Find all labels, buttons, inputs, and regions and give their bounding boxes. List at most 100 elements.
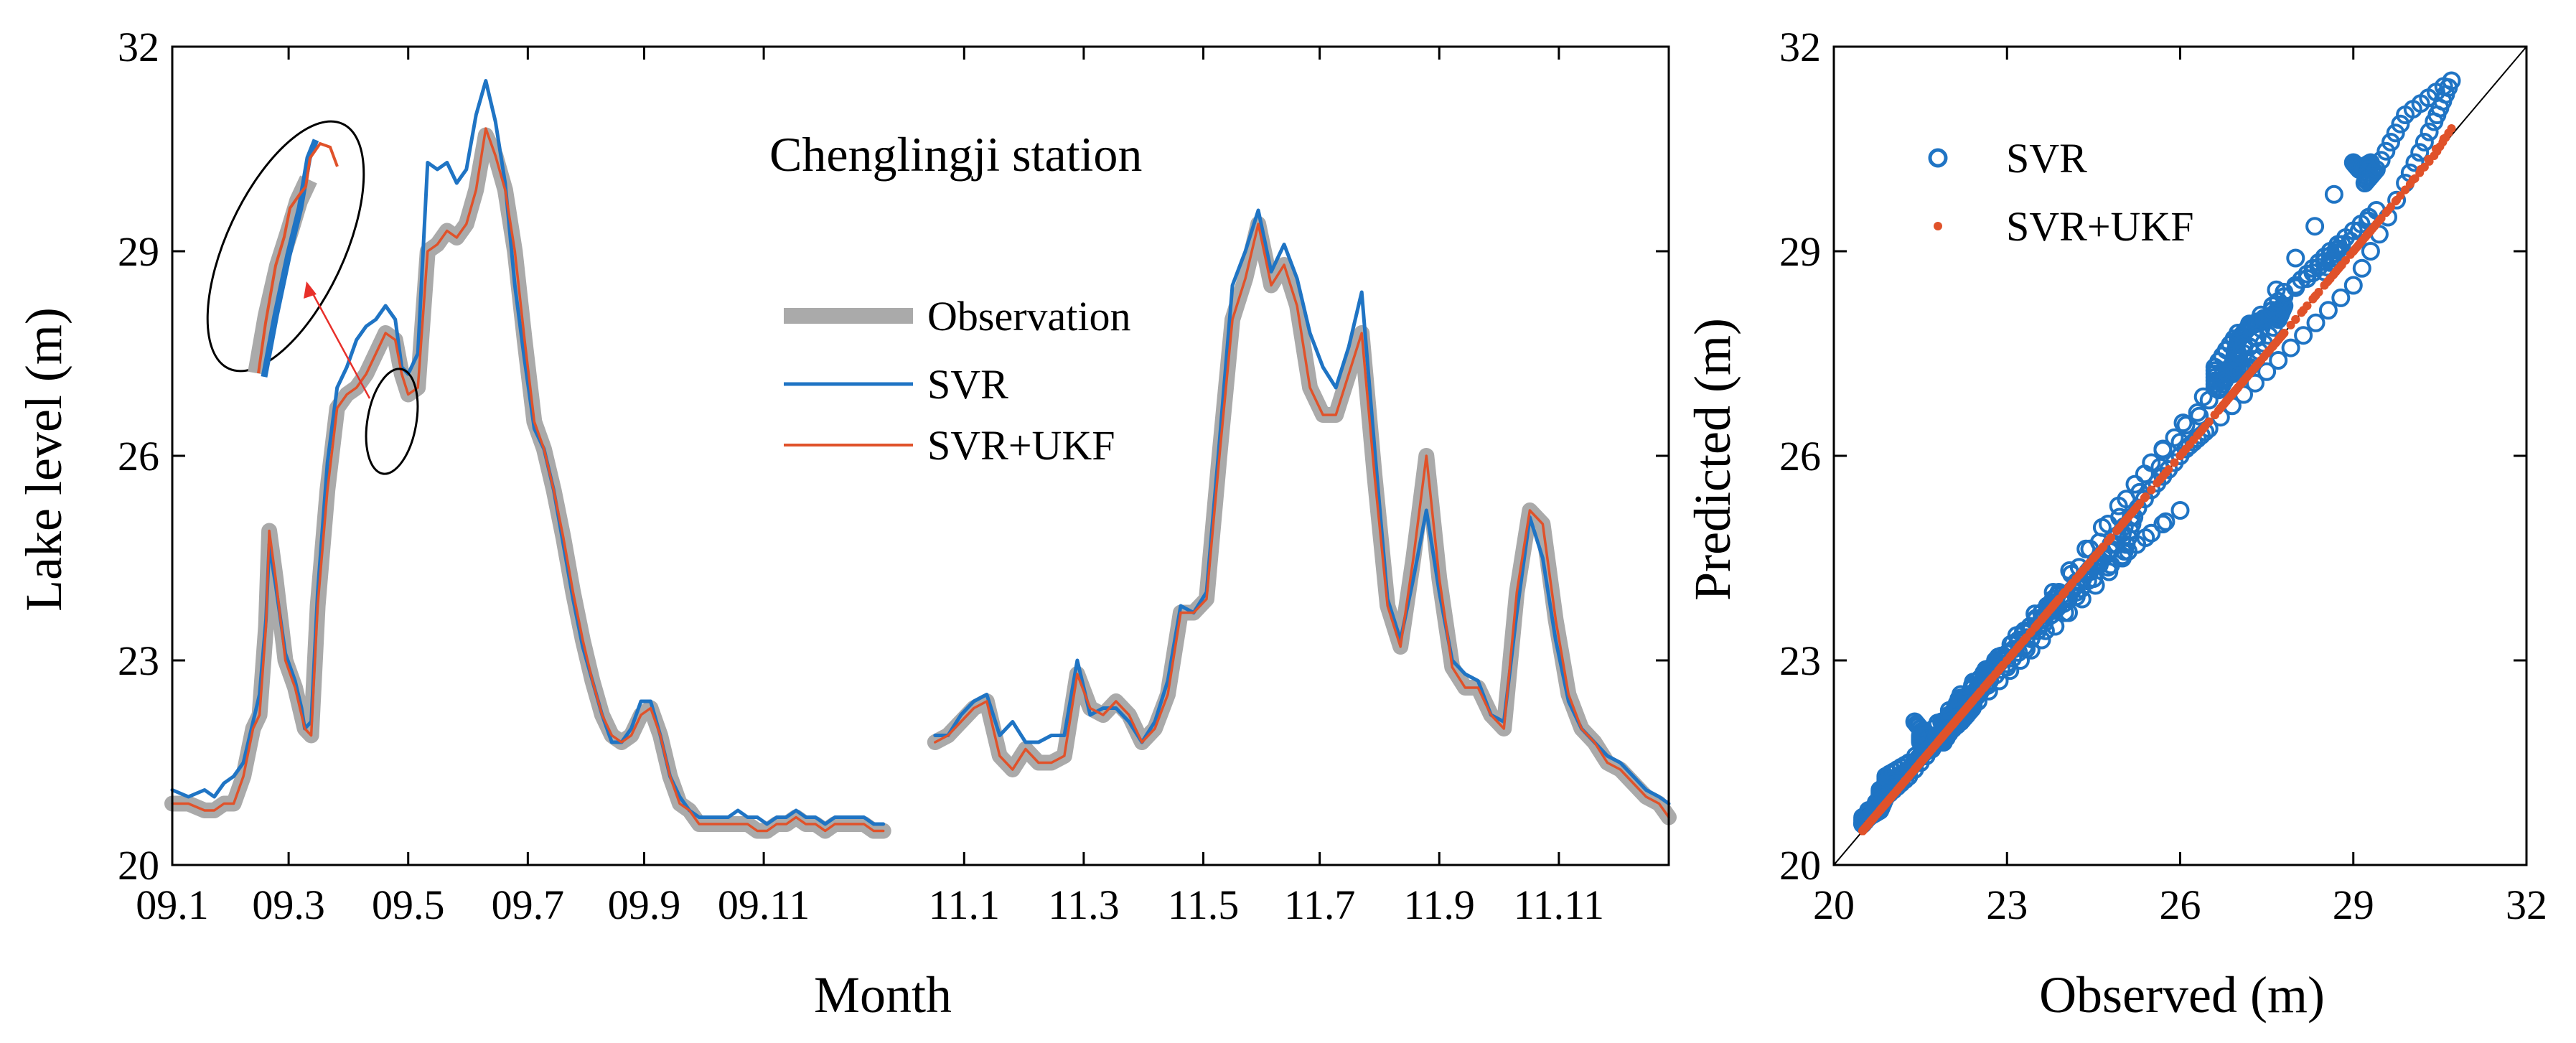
scatter-point-svr — [2254, 309, 2274, 328]
scatter-point-svr-ukf — [2259, 352, 2269, 362]
x-tick-label: 09.7 — [492, 881, 565, 928]
time-series-x-ticks: 09.1 09.3 09.5 09.7 09.9 09.11 11.1 11.3 11.5 11.… — [136, 47, 1604, 928]
scatter-point-svr-ukf — [2016, 640, 2025, 649]
scatter-point-svr-ukf — [2077, 567, 2086, 576]
scatter-point-svr — [2136, 528, 2155, 547]
scatter-point-svr-ukf — [1969, 696, 1978, 705]
scatter-point-svr-ukf — [2198, 424, 2208, 433]
scatter-point-svr-ukf — [2227, 390, 2237, 399]
time-series-y-ticks: 20 23 26 29 32 — [118, 24, 1669, 889]
scatter-point-svr-ukf — [1858, 826, 1868, 836]
scatter-point-svr — [2173, 413, 2193, 433]
scatter-point-svr — [2193, 387, 2213, 406]
zoom-svr-line — [261, 139, 319, 378]
scatter-point-svr — [2309, 258, 2328, 277]
scatter-point-svr — [2046, 617, 2065, 636]
y-tick-label: 23 — [118, 637, 159, 684]
scatter-y-tick-label: 29 — [1779, 228, 1821, 275]
x-tick-label: 09.11 — [718, 881, 810, 928]
scatter-point-svr-ukf — [2346, 250, 2355, 259]
scatter-point-svr-ukf — [2210, 411, 2219, 419]
scatter-point-svr — [2420, 122, 2439, 141]
time-series-legend: Observation SVR SVR+UKF — [784, 293, 1131, 469]
scatter-point-svr — [2190, 406, 2209, 426]
y-tick-label: 20 — [118, 842, 159, 889]
scatter-point-svr — [2059, 603, 2078, 622]
scatter-point-svr-ukf — [1949, 719, 1959, 728]
y-tick-label: 26 — [118, 433, 159, 480]
scatter-x-ticks: 20 23 26 29 32 — [1813, 47, 2547, 928]
scatter-x-tick-label: 20 — [1813, 881, 1855, 928]
scatter-point-svr-ukf — [2280, 329, 2289, 337]
scatter-point-svr-ukf — [2091, 551, 2100, 561]
scatter-point-svr-ukf — [2331, 267, 2341, 276]
scatter-point-svr-ukf — [2320, 281, 2329, 290]
series-line-svr-segment-2 — [933, 208, 1671, 805]
scatter-point-svr-ukf — [2297, 308, 2306, 317]
scatter-point-svr — [2286, 278, 2305, 297]
scatter-point-svr — [2086, 576, 2105, 595]
legend-label-observation: Observation — [927, 293, 1131, 340]
scatter-point-svr — [2331, 288, 2351, 307]
scatter-point-svr-ukf — [2384, 206, 2392, 215]
scatter-point-svr — [2366, 160, 2386, 179]
scatter-point-svr-ukf — [2141, 492, 2150, 501]
scatter-legend: SVR SVR+UKF — [1928, 135, 2194, 250]
scatter-point-svr-ukf — [2158, 472, 2168, 481]
scatter-point-svr — [2318, 301, 2338, 320]
series-line-svr-ukf-segment-1 — [171, 127, 885, 833]
scatter-point-svr-ukf — [2026, 627, 2036, 637]
time-series-y-axis-label: Lake level (m) — [15, 307, 72, 612]
scatter-point-svr — [2332, 235, 2351, 254]
scatter-point-svr — [2376, 141, 2396, 161]
scatter-point-svr-ukf — [2233, 383, 2242, 392]
scatter-y-ticks: 20 23 26 29 32 — [1779, 24, 2526, 889]
scatter-point-svr — [2153, 515, 2173, 533]
scatter-legend-label-svr: SVR — [2006, 135, 2087, 182]
x-tick-label: 09.1 — [136, 881, 209, 928]
scatter-point-svr-ukf — [1974, 690, 1982, 699]
x-tick-label: 09.5 — [372, 881, 445, 928]
scatter-x-tick-label: 29 — [2333, 881, 2374, 928]
scatter-y-axis-label: Predicted (m) — [1684, 318, 1741, 601]
x-tick-label: 11.11 — [1514, 881, 1604, 928]
series-line-svr-segment-1 — [170, 79, 886, 826]
scatter-point-svr — [2315, 252, 2334, 271]
scatter-point-svr — [2415, 133, 2434, 151]
scatter-point-svr-ukf — [2415, 168, 2425, 177]
legend-label-svr: SVR — [927, 361, 1008, 408]
scatter-point-svr — [2363, 164, 2382, 184]
scatter-y-tick-label: 26 — [1779, 433, 1821, 480]
scatter-x-axis-label: Observed (m) — [2039, 966, 2325, 1024]
scatter-point-svr-ukf — [2405, 179, 2415, 189]
scatter-point-svr-ukf — [2104, 535, 2114, 545]
scatter-point-svr — [2361, 242, 2380, 261]
scatter-y-tick-label: 32 — [1779, 24, 1821, 70]
y-tick-label: 29 — [118, 228, 159, 275]
station-annotation: Chenglingji station — [769, 127, 1142, 182]
scatter-point-svr-ukf — [2064, 583, 2073, 592]
scatter-point-svr-ukf — [1959, 707, 1968, 716]
scatter-point-svr-ukf — [2326, 274, 2335, 283]
scatter-point-svr-ukf — [2430, 151, 2439, 160]
scatter-legend-label-svr-ukf: SVR+UKF — [2006, 203, 2194, 250]
series-line-svr-ukf-segment-2 — [934, 223, 1670, 819]
scatter-point-svr-ukf — [1954, 713, 1964, 722]
legend-marker-svr-ukf — [1934, 222, 1942, 230]
scatter-point-svr — [2036, 621, 2055, 640]
scatter-point-svr-ukf — [2410, 174, 2420, 183]
scatter-point-svr-ukf — [2083, 561, 2092, 569]
scatter-point-svr-ukf — [2268, 342, 2277, 351]
scatter-point-svr — [2386, 123, 2405, 143]
zoom-arrow-head — [304, 281, 317, 299]
scatter-point-svr-ukf — [2245, 370, 2254, 378]
scatter-point-svr — [2371, 151, 2391, 170]
scatter-point-svr — [2117, 490, 2136, 509]
scatter-point-svr-ukf — [2170, 458, 2179, 467]
scatter-point-svr — [2352, 258, 2371, 278]
scatter-point-svr — [2269, 291, 2288, 311]
scatter-point-svr-ukf — [2308, 294, 2318, 304]
scatter-point-svr — [2281, 338, 2300, 357]
scatter-point-svr-ukf — [2425, 156, 2434, 166]
